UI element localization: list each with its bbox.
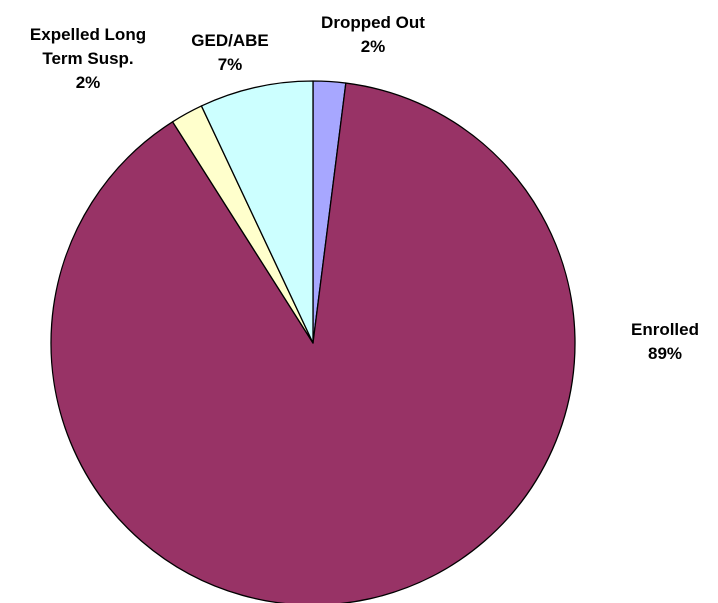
slice-label-name-line: Term Susp. (42, 49, 133, 68)
slice-labels: Dropped Out 2% Enrolled 89% Expelled Long Ter… (30, 13, 699, 363)
slice-label-dropped-out: Dropped Out 2% (321, 13, 425, 56)
slice-label-enrolled: Enrolled 89% (631, 320, 699, 363)
pie-slice-ged-abe (200, 80, 314, 344)
slice-label-percent: 7% (218, 55, 243, 74)
slice-label-percent: 2% (361, 37, 386, 56)
slice-label-percent: 2% (76, 73, 101, 92)
slice-label-expelled-long-term-susp: Expelled Long Term Susp. 2% (30, 25, 146, 92)
pie-slices (50, 80, 576, 603)
slice-label-name-line: GED/ABE (191, 31, 268, 50)
slice-label-name-line: Enrolled (631, 320, 699, 339)
slice-label-name-line: Dropped Out (321, 13, 425, 32)
slice-label-name-line: Expelled Long (30, 25, 146, 44)
slice-label-percent: 89% (648, 344, 682, 363)
slice-label-ged-abe: GED/ABE 7% (191, 31, 268, 74)
